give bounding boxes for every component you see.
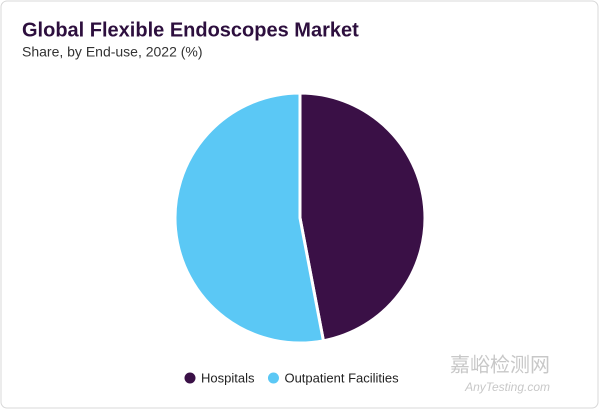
pie-slice — [298, 91, 427, 343]
watermark: AnyTesting.com — [464, 380, 550, 394]
chart-title: Global Flexible Endoscopes Market — [22, 19, 359, 41]
watermark: 嘉峪检测网 — [450, 353, 550, 376]
legend-marker — [184, 372, 196, 384]
legend-label: Hospitals — [201, 370, 255, 385]
legend-marker — [267, 372, 279, 384]
chart-subtitle: Share, by End-use, 2022 (%) — [22, 44, 203, 60]
pie-slice — [173, 91, 326, 345]
legend-label: Outpatient Facilities — [284, 370, 399, 385]
